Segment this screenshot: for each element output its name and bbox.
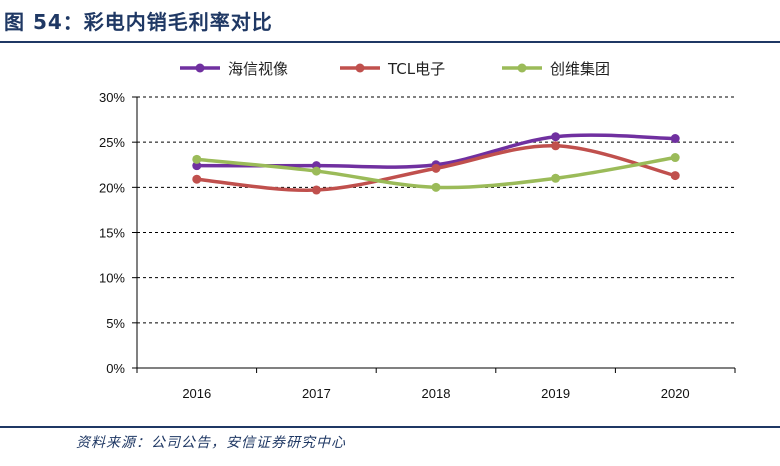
y-tick-label: 5% (106, 316, 125, 331)
legend-item: TCL电子 (340, 60, 445, 78)
data-point (670, 153, 680, 163)
data-point (551, 173, 561, 183)
legend-item: 创维集团 (502, 60, 610, 78)
x-axis-ticks: 2016 2017 2018 2019 2020 (182, 386, 689, 401)
data-point (670, 171, 680, 181)
x-tick-label: 2020 (661, 386, 690, 401)
source-divider (0, 426, 780, 428)
data-point (551, 132, 561, 142)
legend-swatch-marker (517, 63, 527, 73)
data-point (311, 185, 321, 195)
data-point (431, 163, 441, 173)
y-tick-label: 10% (99, 271, 125, 286)
x-tick-label: 2018 (422, 386, 451, 401)
data-point (311, 166, 321, 176)
series-group (192, 153, 680, 192)
data-point (670, 134, 680, 144)
legend-label: 创维集团 (550, 60, 610, 78)
series-group (192, 141, 680, 195)
title-divider (0, 41, 780, 43)
chart-series (192, 132, 680, 195)
x-tick-label: 2016 (182, 386, 211, 401)
source-note: 资料来源：公司公告，安信证券研究中心 (76, 435, 346, 451)
data-point (192, 154, 202, 164)
y-axis-ticks: 0% 5% 10% 15% 20% 25% 30% (99, 90, 125, 376)
data-point (192, 174, 202, 184)
y-tick-label: 0% (106, 361, 125, 376)
legend-label: TCL电子 (387, 60, 445, 78)
data-point (431, 182, 441, 192)
y-tick-label: 25% (99, 135, 125, 150)
legend-swatch-marker (355, 63, 365, 73)
x-tick-label: 2019 (541, 386, 570, 401)
legend-swatch-marker (195, 63, 205, 73)
data-point (192, 161, 202, 171)
data-point (551, 141, 561, 151)
legend-item: 海信视像 (180, 60, 288, 78)
y-tick-label: 20% (99, 180, 125, 195)
chart-legend: 海信视像 TCL电子 创维集团 (180, 60, 610, 78)
chart-gridlines (132, 96, 735, 369)
chart-axes (136, 97, 736, 373)
y-tick-label: 15% (99, 226, 125, 241)
legend-label: 海信视像 (228, 60, 288, 78)
figure-title: 图 54：彩电内销毛利率对比 (4, 10, 273, 34)
y-tick-label: 30% (99, 90, 125, 105)
x-tick-label: 2017 (302, 386, 331, 401)
